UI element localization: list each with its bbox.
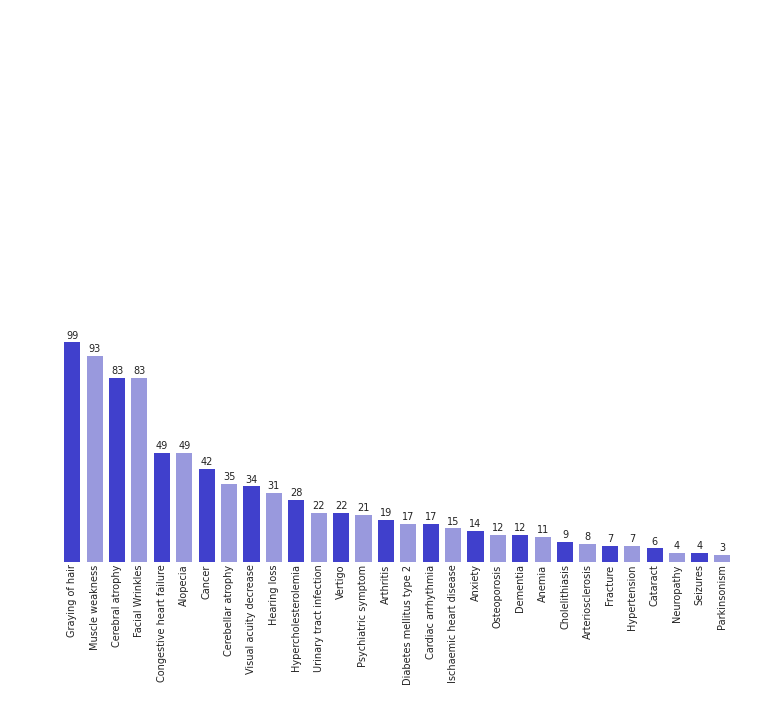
Text: 28: 28 — [290, 487, 302, 498]
Bar — [423, 524, 439, 562]
Bar — [355, 515, 372, 562]
Text: 6: 6 — [651, 536, 658, 546]
Text: 83: 83 — [133, 366, 146, 376]
Bar — [266, 493, 282, 562]
Text: 9: 9 — [562, 530, 568, 540]
Text: 22: 22 — [312, 501, 325, 511]
Text: 21: 21 — [357, 503, 369, 513]
Text: 93: 93 — [89, 343, 101, 354]
Text: 12: 12 — [492, 523, 504, 534]
Bar — [647, 549, 663, 562]
Bar — [244, 486, 260, 562]
Text: 42: 42 — [200, 456, 213, 467]
Text: 11: 11 — [537, 526, 549, 536]
Text: 99: 99 — [66, 330, 79, 341]
Text: 4: 4 — [674, 541, 680, 551]
Text: 15: 15 — [447, 516, 460, 526]
Bar — [490, 535, 506, 562]
Bar — [714, 555, 730, 562]
Text: 8: 8 — [584, 532, 591, 542]
Bar — [580, 544, 595, 562]
Bar — [602, 546, 618, 562]
Bar — [311, 513, 327, 562]
Text: 35: 35 — [223, 472, 235, 482]
Bar — [692, 553, 708, 562]
Text: 34: 34 — [245, 474, 258, 485]
Text: 4: 4 — [696, 541, 702, 551]
Bar — [512, 535, 528, 562]
Bar — [445, 528, 461, 562]
Text: 22: 22 — [335, 501, 347, 511]
Text: 17: 17 — [425, 512, 437, 522]
Text: 7: 7 — [629, 534, 635, 544]
Bar — [333, 513, 349, 562]
Text: 49: 49 — [178, 441, 190, 451]
Text: 14: 14 — [470, 519, 482, 528]
Bar — [199, 469, 214, 562]
Text: 3: 3 — [719, 543, 725, 553]
Bar — [288, 500, 305, 562]
Bar — [153, 453, 170, 562]
Bar — [669, 553, 685, 562]
Bar — [467, 531, 483, 562]
Bar — [86, 356, 103, 562]
Bar — [131, 378, 147, 562]
Text: 49: 49 — [156, 441, 168, 451]
Bar — [557, 541, 573, 562]
Bar — [64, 342, 80, 562]
Text: 17: 17 — [402, 512, 415, 522]
Bar — [109, 378, 125, 562]
Bar — [400, 524, 416, 562]
Bar — [625, 546, 641, 562]
Text: 19: 19 — [380, 508, 392, 518]
Text: 7: 7 — [607, 534, 613, 544]
Text: 83: 83 — [111, 366, 123, 376]
Text: 31: 31 — [268, 481, 280, 491]
Bar — [176, 453, 192, 562]
Bar — [221, 484, 237, 562]
Bar — [378, 520, 394, 562]
Bar — [534, 537, 550, 562]
Text: 12: 12 — [514, 523, 527, 534]
